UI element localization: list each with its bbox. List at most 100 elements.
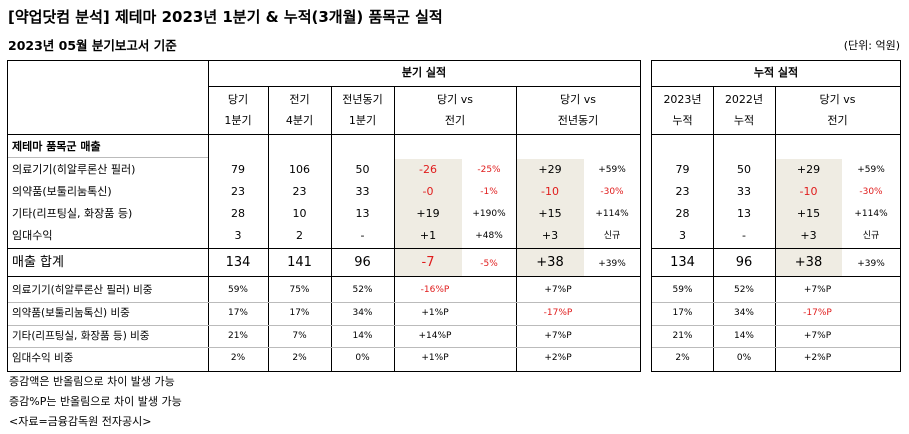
ratio-delta-vs-prev: -16%P — [420, 285, 450, 295]
value-cum-2023: 28 — [675, 207, 690, 220]
report-basis: 2023년 05월 분기보고서 기준 — [8, 38, 177, 53]
section-label: 제테마 품목군 매출 — [12, 140, 101, 153]
value-q4: 23 — [292, 185, 307, 198]
total-top-rule — [652, 248, 900, 249]
total-cum-2022: 96 — [735, 255, 753, 270]
ratio-delta-vs-prev-year: +7%P — [544, 331, 572, 341]
column-header: 당기 vs — [819, 93, 856, 106]
column-divider — [331, 86, 332, 371]
shade-vs-py — [517, 159, 584, 276]
value-prev-year: - — [360, 229, 365, 242]
ratio-prev-year: 0% — [355, 353, 370, 363]
ratio-row-rule — [8, 347, 640, 348]
ratio-delta-vs-prev-year: -17%P — [543, 308, 573, 318]
column-header: 전기 — [444, 114, 466, 127]
column-header: 누적 — [733, 114, 755, 127]
total-delta-vs-prev: -7 — [421, 255, 435, 270]
column-header: 당기 vs — [560, 93, 596, 106]
ratio-q4: 17% — [289, 308, 310, 318]
ratio-row-rule — [652, 347, 900, 348]
ratio-label: 의료기기(히알루론산 필러) 비중 — [12, 284, 153, 296]
delta-vs-prev: +19 — [416, 207, 440, 220]
ratio-cum-2023: 17% — [672, 308, 693, 318]
ratio-delta-cum: +7%P — [803, 331, 832, 341]
ratio-delta-vs-prev: +1%P — [421, 353, 449, 363]
value-q1: 28 — [231, 207, 245, 220]
ratio-row-rule — [652, 302, 900, 303]
column-header: 2023년 — [663, 93, 702, 106]
value-prev-year: 33 — [355, 185, 370, 198]
delta-vs-prev-year-pct: +59% — [598, 165, 626, 175]
ratio-delta-vs-prev-year: +7%P — [544, 285, 572, 295]
delta-vs-prev-pct: -1% — [480, 187, 498, 197]
value-q1: 79 — [231, 163, 245, 176]
row-label: 의료기기(히알루론산 필러) — [12, 163, 136, 176]
cum-header: 누적 실적 — [753, 66, 799, 79]
shade-vs-prev — [395, 159, 462, 276]
delta-cum-pct: +59% — [857, 165, 885, 175]
ratio-cum-2023: 59% — [672, 285, 693, 295]
total-delta-vs-prev-year-pct: +39% — [598, 259, 626, 269]
header-bottom-rule — [8, 134, 640, 135]
column-header: 전년동기 — [557, 114, 599, 127]
value-cum-2022: 33 — [737, 185, 751, 198]
delta-cum-pct: +114% — [854, 209, 888, 219]
total-label: 매출 합계 — [12, 255, 64, 270]
column-header: 1분기 — [224, 114, 252, 127]
page-title: [약업닷컴 분석] 제테마 2023년 1분기 & 누적(3개월) 품목군 실적 — [8, 8, 443, 26]
column-divider — [516, 86, 517, 371]
column-header: 전기 — [827, 114, 848, 127]
total-prev-year: 96 — [354, 255, 371, 270]
delta-cum: +29 — [796, 163, 821, 176]
total-q4: 141 — [287, 255, 312, 270]
shade-cum-vs — [776, 159, 842, 276]
total-delta-cum: +38 — [794, 255, 823, 270]
quarter-header: 분기 실적 — [401, 66, 447, 79]
ratio-delta-vs-prev: +14%P — [418, 331, 452, 341]
column-header: 전년동기 — [342, 93, 383, 106]
total-bottom-rule — [652, 276, 900, 277]
total-delta-vs-prev-year: +38 — [536, 255, 564, 270]
delta-cum: +3 — [800, 229, 817, 242]
footnote: <자료=금융감독원 전자공시> — [9, 415, 152, 428]
ratio-label: 임대수익 비중 — [12, 352, 74, 364]
ratio-label: 기타(리프팅실, 화장품 등) 비중 — [12, 330, 150, 342]
ratio-label: 의약품(보툴리눔톡신) 비중 — [12, 307, 130, 319]
value-q1: 3 — [234, 229, 242, 242]
delta-vs-prev-year: +3 — [541, 229, 559, 242]
ratio-q4: 2% — [292, 353, 307, 363]
column-header: 당기 — [227, 93, 249, 106]
row-label: 의약품(보툴리눔톡신) — [12, 185, 112, 198]
value-q4: 106 — [289, 163, 310, 176]
label-col-divider — [208, 61, 209, 371]
column-divider — [394, 86, 395, 371]
ratio-q4: 75% — [289, 285, 310, 295]
delta-vs-prev: -0 — [422, 185, 434, 198]
delta-vs-prev-year: +29 — [538, 163, 562, 176]
delta-vs-prev: -26 — [419, 163, 437, 176]
ratio-delta-vs-prev-year: +2%P — [544, 353, 572, 363]
value-cum-2023: 23 — [675, 185, 690, 198]
column-divider — [775, 86, 776, 371]
ratio-delta-vs-prev: +1%P — [421, 308, 449, 318]
column-header: 전기 — [289, 93, 310, 106]
value-q1: 23 — [231, 185, 245, 198]
ratio-q4: 7% — [292, 331, 307, 341]
value-q4: 2 — [296, 229, 303, 242]
delta-vs-prev-year-pct: 신규 — [603, 231, 621, 241]
delta-vs-prev-pct: +48% — [475, 231, 503, 241]
ratio-delta-cum: -17%P — [803, 308, 832, 318]
total-bottom-rule — [8, 276, 640, 277]
total-top-rule — [8, 248, 640, 249]
value-cum-2023: 3 — [679, 229, 686, 242]
header-rule — [208, 86, 640, 87]
unit-label: (단위: 억원) — [843, 39, 900, 52]
delta-vs-prev-pct: -25% — [477, 165, 501, 175]
delta-vs-prev-pct: +190% — [472, 209, 506, 219]
ratio-q1: 17% — [227, 308, 248, 318]
ratio-prev-year: 34% — [352, 308, 373, 318]
section-rule — [8, 157, 208, 158]
value-cum-2022: 13 — [737, 207, 751, 220]
value-prev-year: 13 — [355, 207, 370, 220]
ratio-q1: 21% — [227, 331, 248, 341]
